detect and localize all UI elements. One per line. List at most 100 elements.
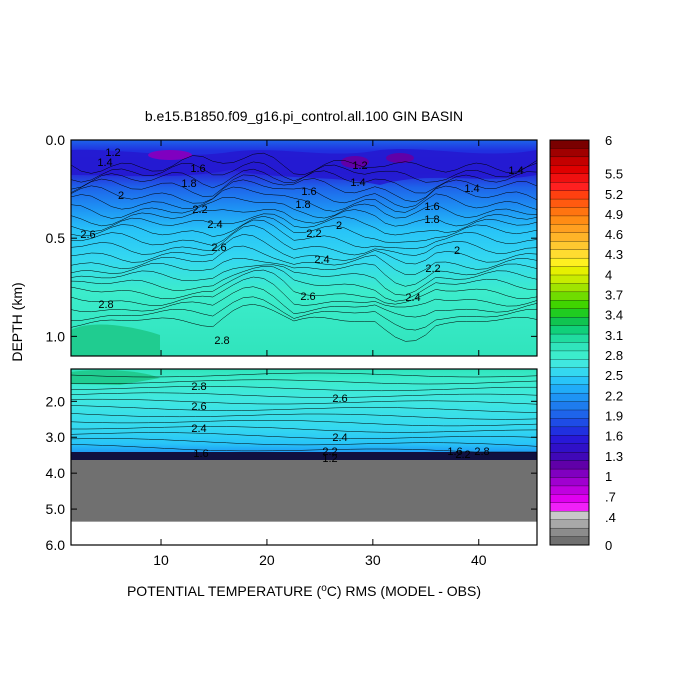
- colorbar-swatch: [549, 392, 590, 403]
- contour-label: 2.8: [191, 381, 206, 393]
- contour-label: 2.4: [207, 219, 222, 231]
- contour-line: [70, 296, 538, 331]
- y-tick-label: 6.0: [46, 537, 66, 553]
- contour-label: 1.4: [464, 183, 479, 195]
- contour-line: [70, 258, 538, 287]
- colorbar-label: 1: [605, 469, 612, 484]
- colorbar-swatch: [549, 519, 590, 529]
- x-axis-title-prefix: POTENTIAL TEMPERATURE (: [127, 583, 322, 599]
- upper-panel-frame: [70, 139, 538, 357]
- contour-label: 1.2: [105, 147, 120, 159]
- upper-contour-lines: [70, 152, 538, 342]
- colorbar-label: 2.8: [605, 348, 623, 363]
- contour-label: 2.6: [211, 242, 226, 254]
- contour-line: [70, 379, 538, 385]
- colorbar-swatch: [549, 536, 590, 546]
- colorbar-label: .7: [605, 490, 616, 505]
- contour-label: 2.6: [332, 393, 347, 405]
- contour-label: 2.6: [300, 291, 315, 303]
- lower-y-axis: 2.0 3.0 4.0 5.0 6.0: [46, 393, 537, 553]
- colorbar-label: 3.7: [605, 288, 623, 303]
- contour-label: 2.8: [214, 335, 229, 347]
- colorbar-label: 5.5: [605, 167, 623, 182]
- contour-label: 2.2: [322, 446, 337, 458]
- contour-line: [70, 276, 538, 308]
- colorbar-swatch: [549, 291, 590, 301]
- colorbar-swatch: [549, 418, 590, 428]
- y-tick-label: 0.5: [46, 230, 66, 246]
- contour-line: [70, 245, 538, 275]
- contour-label: 2.4: [191, 423, 206, 435]
- upper-y-axis: 0.0 0.5 1.0: [46, 132, 537, 344]
- colorbar-swatch: [549, 409, 590, 419]
- contour-label: 2.6: [191, 401, 206, 413]
- contour-label: 1.8: [295, 199, 310, 211]
- contour-label: 2.2: [455, 449, 470, 461]
- colorbar-swatch: [549, 511, 590, 521]
- lower-panel: 2.82.62.42.62.42.2 1.62.21.22.81.6 2.03.0…: [46, 140, 538, 568]
- contour-line: [70, 413, 538, 420]
- colorbar-swatch: [549, 139, 590, 149]
- y-tick-label: 0.0: [46, 132, 66, 148]
- colorbar-swatch: [549, 266, 590, 276]
- contour-line: [70, 186, 538, 213]
- contour-label: 2: [118, 190, 124, 202]
- min-rms-patch: [148, 150, 192, 160]
- deep-gradient-band: [71, 452, 537, 460]
- colorbar-swatch: [549, 148, 590, 158]
- y-tick-label: 4.0: [46, 465, 66, 481]
- colorbar-label: 4.9: [605, 207, 623, 222]
- colorbar-swatch: [549, 359, 590, 369]
- contour-label: 1.4: [97, 157, 112, 169]
- contour-line: [70, 398, 538, 405]
- colorbar-label: 0: [605, 538, 612, 553]
- contour-line: [70, 225, 538, 256]
- high-rms-patch: [71, 370, 160, 385]
- colorbar-swatch: [549, 232, 590, 242]
- contour-label: 1.2: [352, 160, 367, 172]
- colorbar-swatch: [549, 224, 590, 234]
- contour-line: [71, 426, 538, 433]
- chart-title: b.e15.B1850.f09_g16.pi_control.all.100 G…: [145, 108, 463, 124]
- colorbar-swatch: [549, 384, 590, 394]
- colorbar-swatch: [549, 156, 590, 166]
- contour-label: 1.4: [350, 177, 365, 189]
- colorbar-swatch: [549, 435, 590, 445]
- contour-line: [70, 420, 538, 427]
- contour-line: [70, 152, 538, 175]
- contour-line: [70, 444, 537, 453]
- lower-contour-labels: 2.82.62.42.62.42.2 1.62.21.22.81.6: [191, 381, 489, 465]
- colorbar-swatch: [549, 401, 590, 411]
- colorbar-swatch: [549, 300, 590, 310]
- contour-label: 1.8: [181, 178, 196, 190]
- colorbar-swatch: [549, 241, 590, 251]
- colorbar-swatch: [549, 283, 590, 293]
- contour-label: 2.4: [314, 254, 329, 266]
- lower-contour-lines: [70, 372, 538, 453]
- colorbar-swatch: [549, 367, 590, 377]
- contour-label: 2.4: [405, 292, 420, 304]
- min-rms-patch: [386, 153, 414, 163]
- colorbar-label: 4: [605, 267, 612, 282]
- contour-label: 1.6: [447, 446, 462, 458]
- high-rms-patch: [71, 324, 160, 356]
- x-axis: 10 20 30 40: [153, 140, 487, 568]
- colorbar-swatch: [549, 485, 590, 495]
- contour-label: 1.6: [424, 201, 439, 213]
- contour-line: [70, 372, 538, 378]
- y-tick-label: 5.0: [46, 501, 66, 517]
- colorbar-swatch: [549, 342, 590, 352]
- contour-label: 1.8: [424, 214, 439, 226]
- contour-line: [70, 269, 538, 305]
- colorbar-swatch: [549, 308, 590, 318]
- colorbar-swatch: [549, 317, 590, 327]
- contour-label: 1.4: [508, 165, 523, 177]
- colorbar-swatch: [549, 494, 590, 504]
- colorbar-label: 1.9: [605, 409, 623, 424]
- x-tick-label: 20: [259, 552, 275, 568]
- colorbar-swatch: [549, 274, 590, 284]
- colorbar-label: 2.5: [605, 368, 623, 383]
- colorbar-label: .4: [605, 510, 616, 525]
- y-tick-label: 1.0: [46, 328, 66, 344]
